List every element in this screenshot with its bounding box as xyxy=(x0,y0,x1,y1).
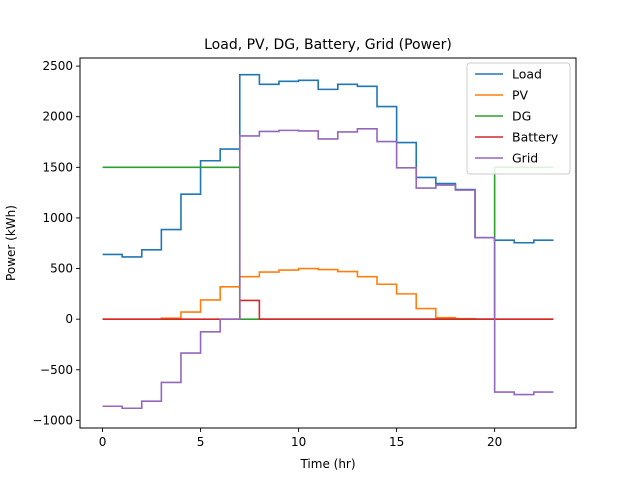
legend-label-dg: DG xyxy=(512,109,531,124)
ticks-layer: 0 5 10 15 20 −1000 −500 0 500 1000 1500 2000 2500 xyxy=(32,59,502,449)
series-line-grid xyxy=(102,128,554,410)
y-tick-label: −500 xyxy=(40,363,73,377)
y-tick-label: 500 xyxy=(50,262,73,276)
x-tick-label: 5 xyxy=(197,435,205,449)
y-tick-label: 2500 xyxy=(42,59,73,73)
y-tick-label: 2000 xyxy=(42,110,73,124)
legend-label-load: Load xyxy=(512,67,542,82)
y-tick-label: 1500 xyxy=(42,160,73,174)
legend: Load PV DG Battery Grid xyxy=(466,62,571,175)
chart-title: Load, PV, DG, Battery, Grid (Power) xyxy=(204,37,452,53)
series-layer xyxy=(102,73,554,410)
x-tick-label: 0 xyxy=(99,435,107,449)
y-tick-label: 0 xyxy=(65,312,73,326)
y-axis-label: Power (kWh) xyxy=(4,205,18,281)
x-tick-label: 20 xyxy=(487,435,502,449)
legend-label-grid: Grid xyxy=(512,151,538,166)
plot-frame xyxy=(79,57,577,429)
x-tick-label: 10 xyxy=(291,435,306,449)
x-axis-label: Time (hr) xyxy=(299,457,355,471)
x-tick-label: 15 xyxy=(389,435,404,449)
y-tick-label: −1000 xyxy=(32,413,73,427)
legend-label-pv: PV xyxy=(512,88,529,103)
legend-label-battery: Battery xyxy=(512,130,559,145)
series-line-pv xyxy=(102,267,554,320)
series-line-dg xyxy=(102,166,554,320)
legend-box xyxy=(466,62,571,175)
y-tick-label: 1000 xyxy=(42,211,73,225)
series-line-battery xyxy=(102,299,554,320)
